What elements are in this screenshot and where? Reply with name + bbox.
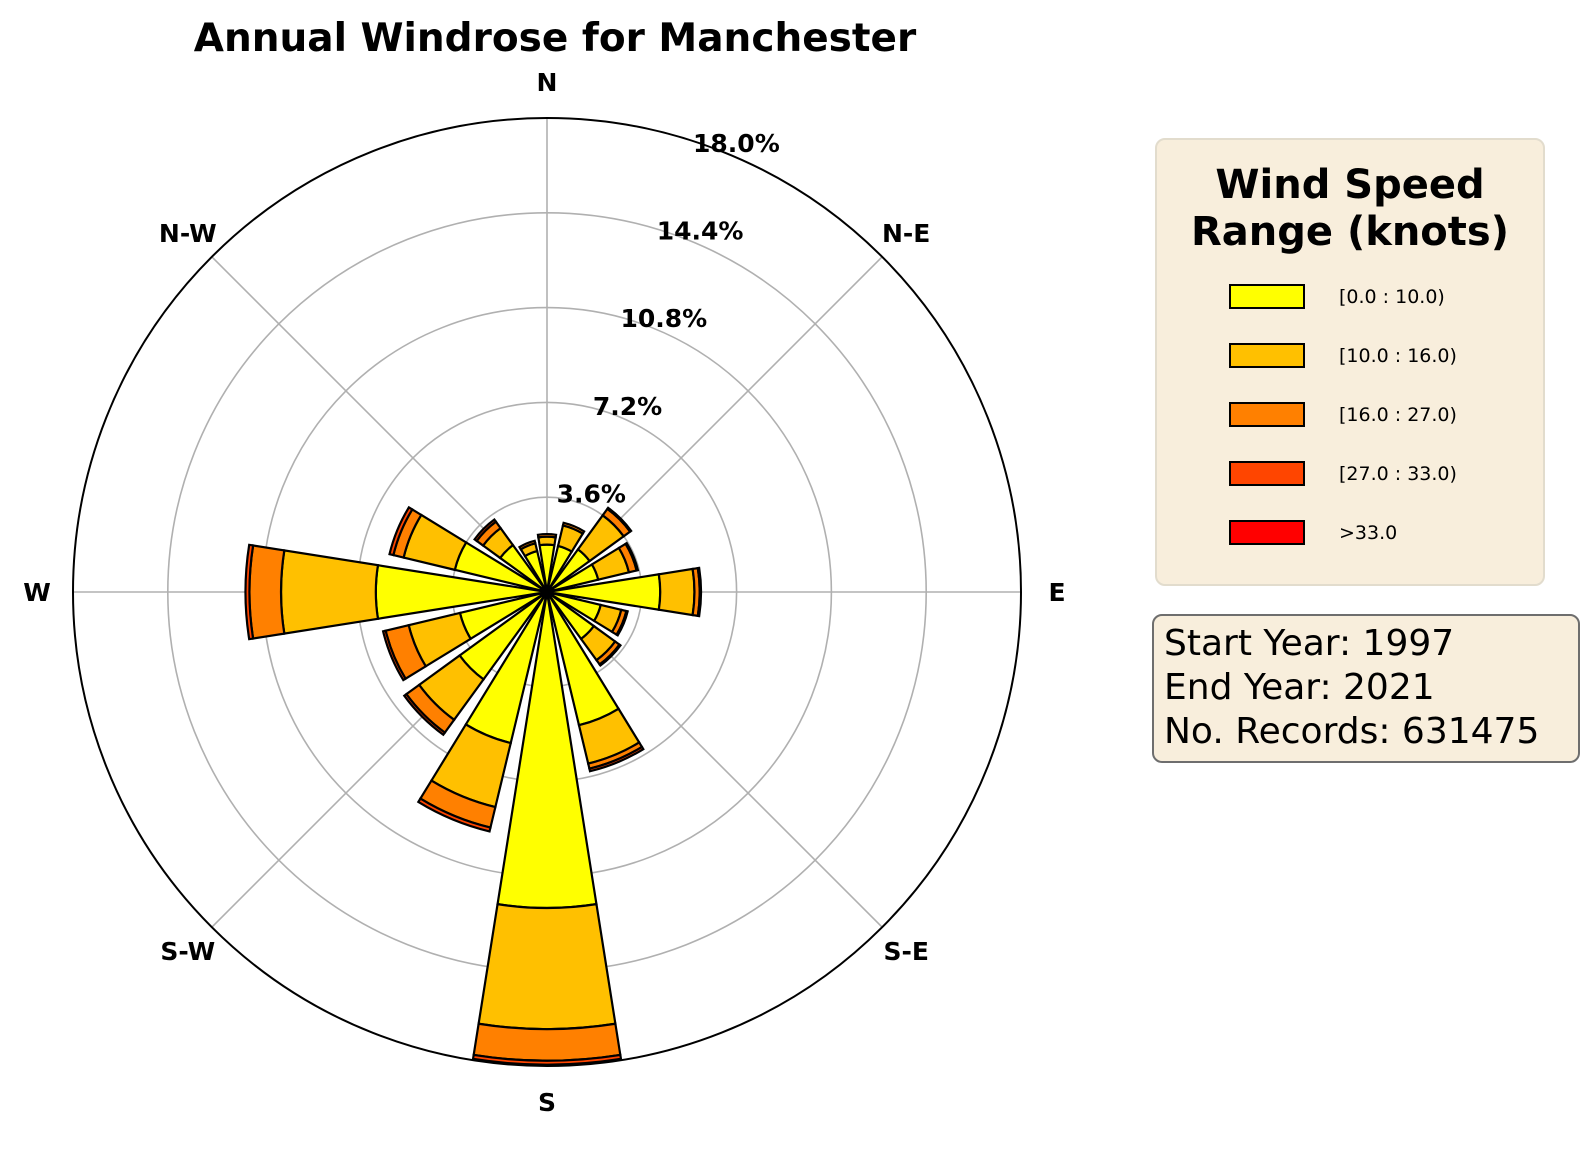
bar-segment-n-2	[536, 532, 558, 539]
direction-label-n-e: N-E	[882, 219, 930, 248]
bar-segment-w-1	[280, 549, 380, 635]
bar-segment-e-3	[696, 566, 703, 618]
bar-segment-wsw-3	[381, 629, 408, 682]
outer-ring	[72, 117, 1022, 1067]
bar-segment-ssw-3	[416, 797, 492, 833]
legend-title: Wind Speed Range (knots)	[1157, 162, 1543, 256]
bar-segment-nnw-2	[517, 539, 537, 551]
chart-title: Annual Windrose for Manchester	[194, 16, 917, 61]
bar-segment-ne-3	[605, 506, 633, 534]
legend-label: [10.0 : 16.0)	[1339, 345, 1457, 367]
legend-title-line2: Range (knots)	[1190, 209, 1509, 255]
end-year-text: End Year: 2021	[1164, 667, 1435, 708]
bar-segment-ese-3	[615, 609, 629, 637]
radial-tick-label: 7.2%	[593, 392, 662, 421]
bar-segment-sw-3	[402, 692, 447, 737]
radial-tick-label: 3.6%	[557, 479, 626, 508]
info-box: Start Year: 1997 End Year: 2021 No. Reco…	[1152, 614, 1580, 763]
bar-segment-s-1	[477, 902, 617, 1031]
wind-bars	[244, 505, 703, 1066]
direction-label-n-w: N-W	[159, 219, 217, 248]
bar-segment-nne-2	[561, 521, 586, 536]
legend-swatch	[1229, 343, 1305, 368]
bar-segment-w-2	[248, 544, 286, 640]
radial-tick-label: 10.8%	[620, 304, 707, 333]
records-text: No. Records: 631475	[1164, 711, 1540, 752]
axis-labels: 3.6% 7.2% 10.8% 14.4% 18.0% N N-E E S-E S S-W W N-W	[23, 68, 1065, 1117]
legend-swatch	[1229, 461, 1305, 486]
radial-tick-label: 18.0%	[693, 129, 780, 158]
direction-label-s-w: S-W	[160, 937, 215, 966]
legend-label: [27.0 : 33.0)	[1339, 463, 1457, 485]
direction-label-s: S	[538, 1088, 556, 1117]
bar-segment-sse-3	[588, 745, 645, 773]
direction-label-w: W	[23, 578, 51, 607]
bar-segment-wnw-3	[388, 505, 414, 557]
start-year-text: Start Year: 1997	[1164, 623, 1455, 664]
radial-tick-label: 14.4%	[657, 217, 744, 246]
direction-label-e: E	[1048, 578, 1065, 607]
bar-segment-se-3	[598, 643, 623, 668]
direction-label-s-e: S-E	[883, 937, 928, 966]
direction-label-n: N	[537, 68, 558, 97]
legend-swatch	[1229, 284, 1305, 309]
legend-swatch	[1229, 520, 1305, 545]
bar-segment-e-1	[657, 567, 696, 617]
legend-label: >33.0	[1339, 522, 1398, 544]
bar-segment-w-3	[244, 543, 255, 641]
bar-segment-s-3	[471, 1053, 623, 1066]
legend-swatch	[1229, 402, 1305, 427]
legend-label: [0.0 : 10.0)	[1339, 286, 1445, 308]
bar-segment-nw-3	[473, 518, 498, 543]
legend-title-line1: Wind Speed	[1215, 162, 1485, 208]
bar-segment-s-2	[472, 1022, 622, 1062]
legend-label: [16.0 : 27.0)	[1339, 404, 1457, 426]
legend: Wind Speed Range (knots) [0.0 : 10.0) [1…	[1155, 138, 1545, 586]
bar-segment-ene-3	[624, 541, 640, 572]
